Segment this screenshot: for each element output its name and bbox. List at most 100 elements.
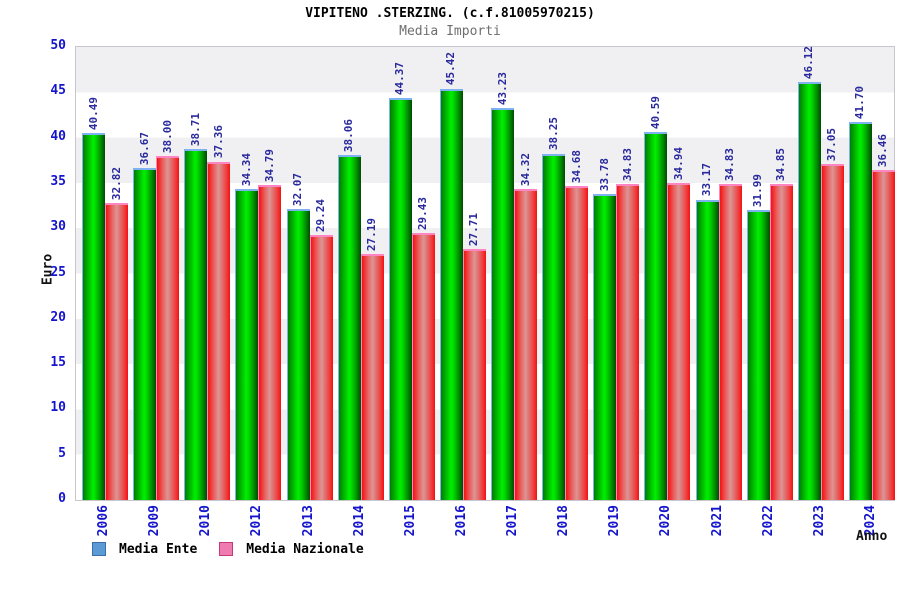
legend-swatch-media-ente (92, 542, 106, 556)
bar-media-ente (491, 108, 514, 500)
bar-media-ente-value-label: 32.07 (291, 173, 304, 207)
bar-media-ente-value-label: 46.12 (802, 46, 816, 80)
bar-media-ente (644, 132, 668, 500)
bar-media-nazionale (207, 161, 231, 500)
bar-media-ente-value-label: 41.70 (853, 86, 867, 120)
bar-media-ente-value-label: 33.17 (700, 163, 713, 197)
bar-media-ente-value-label: 45.42 (444, 52, 458, 86)
x-axis-tick-label: 2013 (300, 505, 316, 537)
x-axis-tick-label: 2015 (402, 505, 418, 537)
bar-media-ente (848, 122, 872, 500)
x-axis-tick-label: 2019 (607, 505, 623, 537)
x-axis-tick-label: 2016 (453, 505, 469, 537)
legend-swatch-media-nazionale (219, 542, 234, 556)
x-axis-tick-label: 2009 (147, 505, 163, 537)
bar-media-nazionale-value-label: 36.46 (876, 133, 890, 167)
bar-media-nazionale (769, 184, 793, 500)
bar-media-nazionale (360, 253, 384, 500)
bar-media-ente (82, 133, 105, 500)
y-axis-tick-label: 5 (58, 445, 66, 461)
bar-media-ente-value-label: 31.99 (751, 174, 765, 208)
x-axis-tick-label: 2006 (96, 505, 111, 537)
y-axis-tick-label: 30 (50, 219, 66, 235)
bar-media-nazionale-value-label: 34.68 (569, 149, 583, 183)
y-axis-tick-label: 20 (50, 309, 66, 325)
bar-media-nazionale-value-label: 34.79 (262, 148, 276, 182)
bar-media-ente-value-label: 34.34 (239, 152, 253, 186)
x-axis-tick-label: 2012 (249, 505, 265, 537)
bar-media-ente (235, 188, 259, 500)
bar-media-nazionale (565, 185, 589, 500)
bar-media-nazionale-value-label: 38.00 (160, 119, 174, 153)
bar-media-ente-value-label: 33.78 (597, 157, 611, 191)
x-axis-tick-label: 2014 (351, 505, 367, 537)
bar-media-nazionale-value-label: 34.83 (620, 148, 634, 182)
bar-media-nazionale-value-label: 32.82 (109, 166, 123, 200)
bar-media-ente-value-label: 43.23 (495, 72, 509, 106)
legend: Media Ente Media Nazionale (92, 541, 364, 557)
x-axis-tick-label: 2023 (811, 505, 827, 537)
bar-media-nazionale (667, 183, 691, 500)
chart-subtitle: Media Importi (399, 24, 501, 39)
bar-media-nazionale (514, 189, 537, 500)
y-axis-tick-label: 45 (50, 83, 66, 99)
y-axis-tick-label: 50 (50, 38, 66, 53)
x-axis-tick-label: 2020 (658, 505, 674, 537)
legend-label-media-ente: Media Ente (119, 541, 198, 557)
y-axis-tick-label: 40 (50, 128, 66, 144)
x-axis-tick-label: 2017 (505, 505, 520, 537)
bar-media-ente (286, 209, 310, 500)
bar-media-nazionale (258, 184, 282, 500)
bar-media-nazionale (156, 155, 180, 500)
bar-media-nazionale-value-label: 34.85 (774, 148, 788, 182)
bar-media-ente-value-label: 38.71 (188, 113, 202, 147)
x-axis-tick-label: 2022 (760, 505, 776, 537)
y-axis-tick-label: 15 (50, 355, 66, 371)
plot-area: 40.49 32.82 36.67 38.00 38.71 37.36 34.34 34.79… (75, 46, 895, 501)
bar-media-nazionale (105, 202, 128, 500)
bar-media-ente-value-label: 38.25 (546, 117, 560, 151)
bar-media-nazionale-value-label: 27.71 (467, 212, 481, 246)
bar-media-nazionale-value-label: 27.19 (365, 217, 379, 251)
x-axis-tick-label: 2010 (198, 505, 214, 537)
bar-media-nazionale (820, 164, 844, 500)
bar-media-nazionale (718, 184, 742, 500)
bar-media-ente (439, 88, 463, 500)
bar-media-ente (542, 153, 566, 500)
bar-media-nazionale (616, 184, 640, 500)
bar-media-ente (133, 167, 157, 500)
bar-media-ente-value-label: 38.06 (342, 119, 356, 153)
bar-media-nazionale-value-label: 37.05 (825, 128, 839, 162)
bar-media-nazionale (309, 235, 333, 500)
x-axis-title: Anno (856, 529, 888, 544)
bar-media-nazionale (871, 169, 895, 500)
bar-media-nazionale (411, 233, 435, 500)
y-axis-tick-label: 25 (50, 264, 66, 280)
bar-media-ente-value-label: 44.37 (393, 61, 407, 95)
chart-title: VIPITENO .STERZING. (c.f.81005970215) (305, 6, 595, 21)
bar-media-ente-value-label: 40.49 (86, 97, 100, 131)
bar-media-ente (797, 82, 821, 500)
bar-media-ente (746, 210, 770, 500)
x-axis-tick-label: 2021 (709, 505, 725, 537)
y-axis-tick-label: 10 (50, 400, 66, 416)
bar-media-ente-value-label: 40.59 (648, 96, 662, 130)
x-axis-tick-label: 2018 (556, 505, 572, 537)
bar-media-nazionale-value-label: 34.94 (671, 147, 685, 181)
bar-media-nazionale-value-label: 34.83 (723, 148, 736, 182)
bar-media-nazionale-value-label: 29.43 (416, 197, 430, 231)
bar-media-ente-value-label: 36.67 (137, 131, 151, 165)
bar-media-ente (695, 199, 719, 500)
bar-media-nazionale-value-label: 37.36 (211, 125, 225, 159)
bar-media-ente (388, 98, 412, 500)
bar-media-nazionale-value-label: 34.32 (518, 152, 532, 187)
bar-media-ente (184, 149, 208, 500)
legend-label-media-nazionale: Media Nazionale (246, 541, 364, 557)
bar-media-ente (337, 155, 361, 500)
bar-media-nazionale (462, 248, 486, 500)
y-axis-tick-label: 35 (50, 173, 66, 189)
y-axis-tick-label: 0 (58, 491, 66, 506)
bar-media-nazionale-value-label: 29.24 (314, 198, 327, 233)
bar-media-ente (593, 194, 617, 500)
